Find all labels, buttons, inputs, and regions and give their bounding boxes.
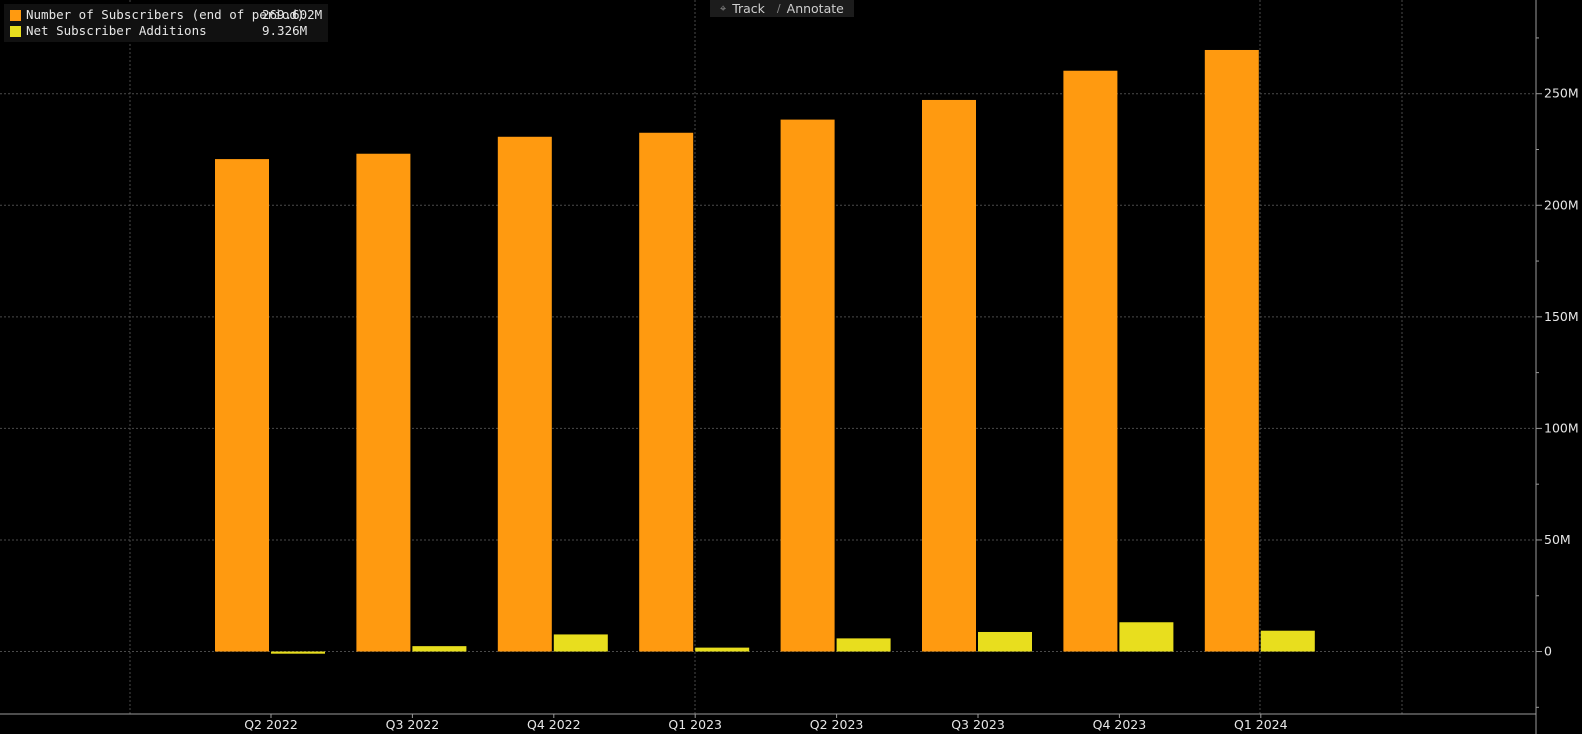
chart-toolbar: ⌖ Track ∕ Annotate <box>710 0 854 17</box>
y-tick-label-4: 200M <box>1544 197 1579 212</box>
track-button[interactable]: ⌖ Track <box>714 1 771 16</box>
x-tick-label-6: Q4 2023 <box>1093 717 1147 732</box>
bar-net-additions-6[interactable] <box>1119 622 1174 652</box>
legend-label-subscribers: Number of Subscribers (end of period) <box>26 7 305 22</box>
legend-label-net-additions: Net Subscriber Additions <box>26 23 207 38</box>
bar-net-additions-2[interactable] <box>553 634 608 652</box>
crosshair-icon: ⌖ <box>720 1 727 15</box>
bar-subscribers-0[interactable] <box>215 159 269 652</box>
x-tick-label-0: Q2 2022 <box>244 717 298 732</box>
legend: Number of Subscribers (end of period) 26… <box>4 4 329 42</box>
x-tick-label-7: Q1 2024 <box>1234 717 1288 732</box>
bar-net-additions-1[interactable] <box>412 646 467 652</box>
bar-subscribers-4[interactable] <box>780 119 835 652</box>
annotate-label: Annotate <box>786 1 844 16</box>
legend-value-net-additions: 9.326M <box>262 23 308 38</box>
legend-value-subscribers: 269.602M <box>262 7 323 22</box>
pencil-line-icon: ∕ <box>776 2 781 15</box>
bar-subscribers-2[interactable] <box>497 136 552 652</box>
x-tick-label-3: Q1 2023 <box>668 717 722 732</box>
annotate-button[interactable]: ∕ Annotate <box>771 1 850 16</box>
legend-swatch-net-additions <box>10 25 21 37</box>
bar-subscribers-3[interactable] <box>639 132 694 652</box>
bar-subscribers-1[interactable] <box>356 153 411 652</box>
track-label: Track <box>732 1 765 16</box>
bar-net-additions-5[interactable] <box>978 631 1032 652</box>
legend-swatch-subscribers <box>10 9 21 21</box>
x-tick-label-4: Q2 2023 <box>810 717 864 732</box>
bar-net-additions-4[interactable] <box>836 638 891 652</box>
y-tick-label-1: 50M <box>1544 532 1571 547</box>
legend-entry-subscribers[interactable]: Number of Subscribers (end of period) 26… <box>10 7 322 23</box>
bar-net-additions-3[interactable] <box>695 647 750 652</box>
x-tick-label-5: Q3 2023 <box>951 717 1005 732</box>
x-tick-label-2: Q4 2022 <box>527 717 581 732</box>
y-tick-label-3: 150M <box>1544 309 1579 324</box>
bar-net-additions-0[interactable] <box>271 651 325 654</box>
bar-subscribers-7[interactable] <box>1204 49 1259 652</box>
legend-entry-net-additions[interactable]: Net Subscriber Additions 9.326M <box>10 23 322 39</box>
bar-net-additions-7[interactable] <box>1260 630 1315 652</box>
x-tick-label-1: Q3 2022 <box>386 717 440 732</box>
y-tick-label-5: 250M <box>1544 86 1579 101</box>
y-tick-label-2: 100M <box>1544 420 1579 435</box>
bar-subscribers-6[interactable] <box>1063 70 1118 652</box>
y-tick-label-0: 0 <box>1544 644 1552 659</box>
bar-subscribers-5[interactable] <box>922 99 976 652</box>
